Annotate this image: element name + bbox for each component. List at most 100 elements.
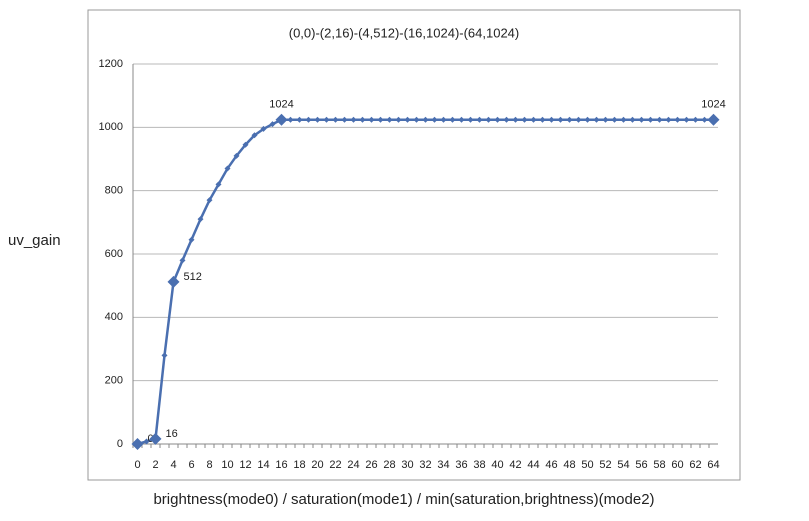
data-marker [647, 116, 654, 123]
data-marker [656, 116, 663, 123]
data-marker [167, 275, 180, 288]
data-marker [161, 352, 168, 359]
x-tick-label: 26 [365, 459, 377, 471]
x-tick-label: 34 [437, 459, 449, 471]
data-marker [242, 141, 249, 148]
data-marker [539, 116, 546, 123]
data-marker [377, 116, 384, 123]
chart-frame [87, 9, 741, 481]
data-marker [260, 125, 267, 132]
chart-title: (0,0)-(2,16)-(4,512)-(16,1024)-(64,1024) [289, 25, 520, 40]
data-marker [629, 116, 636, 123]
x-tick-label: 20 [311, 459, 323, 471]
x-tick-label: 54 [617, 459, 629, 471]
x-tick-label: 46 [545, 459, 557, 471]
data-marker [404, 116, 411, 123]
data-marker [179, 257, 186, 264]
x-tick-label: 16 [275, 459, 287, 471]
x-tick-label: 56 [635, 459, 647, 471]
x-tick-label: 42 [509, 459, 521, 471]
x-tick-label: 10 [221, 459, 233, 471]
data-label: 512 [184, 271, 202, 283]
x-tick-label: 62 [689, 459, 701, 471]
data-marker [521, 116, 528, 123]
x-tick-label: 0 [134, 459, 140, 471]
x-tick-label: 14 [257, 459, 269, 471]
x-tick-label: 4 [170, 459, 176, 471]
data-marker [620, 116, 627, 123]
data-marker [431, 116, 438, 123]
x-tick-label: 60 [671, 459, 683, 471]
data-marker [251, 132, 258, 139]
x-tick-label: 30 [401, 459, 413, 471]
y-tick-label: 1200 [99, 58, 123, 70]
data-marker [422, 116, 429, 123]
data-marker [224, 165, 231, 172]
data-marker [476, 116, 483, 123]
data-label: 16 [166, 428, 178, 440]
data-marker [467, 116, 474, 123]
y-tick-label: 0 [117, 438, 123, 450]
data-marker [368, 116, 375, 123]
data-marker [149, 432, 162, 445]
x-tick-label: 36 [455, 459, 467, 471]
data-marker [305, 116, 312, 123]
x-tick-label: 40 [491, 459, 503, 471]
x-tick-label: 6 [188, 459, 194, 471]
y-tick-label: 600 [105, 248, 123, 260]
data-marker [188, 236, 195, 243]
data-marker [143, 438, 150, 445]
data-marker [566, 116, 573, 123]
x-tick-label: 50 [581, 459, 593, 471]
x-tick-label: 38 [473, 459, 485, 471]
y-tick-label: 1000 [99, 121, 123, 133]
data-marker [548, 116, 555, 123]
x-tick-label: 58 [653, 459, 665, 471]
data-marker [287, 116, 294, 123]
x-tick-label: 48 [563, 459, 575, 471]
data-marker [341, 116, 348, 123]
data-marker [314, 116, 321, 123]
data-marker [395, 116, 402, 123]
x-tick-label: 8 [206, 459, 212, 471]
data-marker [512, 116, 519, 123]
data-marker [683, 116, 690, 123]
data-marker [458, 116, 465, 123]
data-label: 1024 [701, 99, 725, 111]
data-marker [530, 116, 537, 123]
data-marker [413, 116, 420, 123]
data-marker [692, 116, 699, 123]
y-axis-label: uv_gain [8, 232, 61, 249]
x-tick-label: 28 [383, 459, 395, 471]
data-marker [557, 116, 564, 123]
data-marker [503, 116, 510, 123]
x-tick-label: 22 [329, 459, 341, 471]
data-marker [674, 116, 681, 123]
x-axis-label: brightness(mode0) / saturation(mode1) / … [153, 491, 654, 508]
data-marker [593, 116, 600, 123]
data-marker [440, 116, 447, 123]
data-label: 1024 [269, 99, 293, 111]
x-tick-label: 64 [707, 459, 719, 471]
data-marker [575, 116, 582, 123]
data-marker [332, 116, 339, 123]
x-tick-label: 2 [152, 459, 158, 471]
data-marker [269, 121, 276, 128]
data-marker [665, 116, 672, 123]
data-marker [602, 116, 609, 123]
data-marker [638, 116, 645, 123]
y-tick-label: 400 [105, 311, 123, 323]
data-marker [296, 116, 303, 123]
data-marker [485, 116, 492, 123]
data-marker [197, 216, 204, 223]
x-tick-label: 24 [347, 459, 359, 471]
x-tick-label: 18 [293, 459, 305, 471]
data-marker [584, 116, 591, 123]
data-marker [215, 181, 222, 188]
data-marker [206, 197, 213, 204]
x-tick-label: 52 [599, 459, 611, 471]
x-tick-label: 32 [419, 459, 431, 471]
data-marker [386, 116, 393, 123]
data-marker [323, 116, 330, 123]
